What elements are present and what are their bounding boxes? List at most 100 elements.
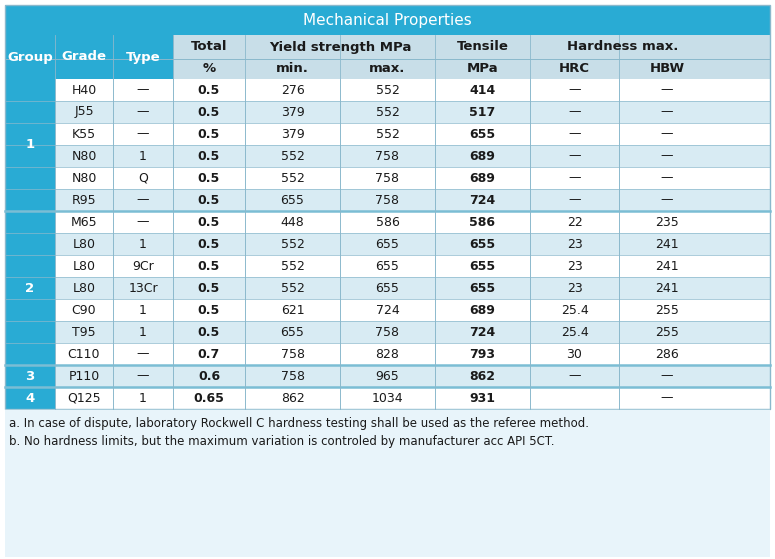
Text: 0.5: 0.5 (198, 106, 220, 119)
Text: 414: 414 (470, 83, 496, 97)
Text: 23: 23 (567, 282, 582, 295)
Text: 758: 758 (376, 172, 399, 184)
Text: 655: 655 (281, 193, 305, 206)
Text: R95: R95 (71, 193, 96, 206)
Text: —: — (568, 369, 580, 382)
Text: —: — (136, 369, 150, 382)
Text: 1: 1 (139, 238, 147, 250)
Bar (55, 145, 770, 167)
Bar (55, 387, 770, 409)
Text: 689: 689 (470, 304, 495, 316)
Text: H40: H40 (71, 83, 97, 97)
Text: 0.5: 0.5 (198, 149, 220, 163)
Text: max.: max. (370, 63, 405, 75)
Text: 758: 758 (281, 369, 305, 382)
Text: L80: L80 (73, 259, 95, 272)
Text: —: — (136, 348, 150, 361)
Text: —: — (568, 172, 580, 184)
Text: —: — (136, 193, 150, 206)
Bar (173, 35, 770, 59)
Bar (5, 167, 770, 189)
Text: 4: 4 (26, 391, 35, 405)
Text: 23: 23 (567, 259, 582, 272)
Text: b. No hardness limits, but the maximum variation is controled by manufacturer ac: b. No hardness limits, but the maximum v… (9, 434, 554, 448)
Text: Q: Q (138, 172, 148, 184)
Text: —: — (661, 369, 673, 382)
Text: —: — (661, 193, 673, 206)
Text: %: % (202, 63, 215, 75)
Text: —: — (568, 106, 580, 119)
Text: 655: 655 (376, 282, 399, 295)
Bar (5, 5, 770, 35)
Text: a. In case of dispute, laboratory Rockwell C hardness testing shall be used as t: a. In case of dispute, laboratory Rockwe… (9, 416, 589, 429)
Bar (55, 277, 770, 299)
Bar (5, 123, 770, 145)
Text: MPa: MPa (467, 63, 498, 75)
Text: 621: 621 (281, 304, 305, 316)
Text: 758: 758 (376, 325, 399, 339)
Bar (5, 35, 173, 79)
Text: 235: 235 (655, 216, 679, 229)
Text: —: — (661, 83, 673, 97)
Text: 1: 1 (139, 325, 147, 339)
Text: 0.5: 0.5 (198, 193, 220, 206)
Text: 25.4: 25.4 (560, 325, 588, 339)
Text: 0.5: 0.5 (198, 238, 220, 250)
Bar (55, 167, 770, 189)
Text: 0.5: 0.5 (198, 259, 220, 272)
Text: 0.7: 0.7 (198, 348, 220, 361)
Text: 276: 276 (281, 83, 305, 97)
Text: —: — (136, 216, 150, 229)
Text: 241: 241 (655, 259, 679, 272)
Text: 0.65: 0.65 (194, 391, 225, 405)
Text: Grade: Grade (61, 50, 106, 64)
Text: 655: 655 (376, 259, 399, 272)
Text: 862: 862 (281, 391, 305, 405)
Text: min.: min. (276, 63, 309, 75)
Bar (55, 321, 770, 343)
Text: 965: 965 (376, 369, 399, 382)
Bar (5, 321, 770, 343)
Bar (55, 79, 770, 101)
Bar (5, 409, 770, 557)
Text: 793: 793 (470, 348, 495, 361)
Text: —: — (568, 83, 580, 97)
Text: 0.5: 0.5 (198, 83, 220, 97)
Text: 379: 379 (281, 127, 305, 140)
Bar (55, 211, 770, 233)
Text: 724: 724 (470, 193, 496, 206)
Text: 552: 552 (376, 83, 399, 97)
Text: 255: 255 (655, 325, 679, 339)
Bar (5, 101, 770, 123)
Text: J55: J55 (74, 106, 94, 119)
Bar (55, 233, 770, 255)
Text: N80: N80 (71, 149, 97, 163)
Bar (5, 5, 770, 409)
Text: 552: 552 (281, 238, 305, 250)
Text: 1: 1 (139, 304, 147, 316)
Text: C110: C110 (67, 348, 100, 361)
Text: 655: 655 (470, 238, 495, 250)
Bar (55, 255, 770, 277)
Text: 0.5: 0.5 (198, 172, 220, 184)
Text: Mechanical Properties: Mechanical Properties (303, 12, 472, 27)
Text: 0.5: 0.5 (198, 127, 220, 140)
Text: 0.5: 0.5 (198, 282, 220, 295)
Bar (5, 145, 770, 167)
Text: 724: 724 (470, 325, 496, 339)
Text: K55: K55 (72, 127, 96, 140)
Text: —: — (661, 391, 673, 405)
Text: 0.6: 0.6 (198, 369, 220, 382)
Bar (55, 123, 770, 145)
Text: L80: L80 (73, 282, 95, 295)
Text: 552: 552 (281, 282, 305, 295)
Text: Type: Type (126, 50, 160, 64)
Text: 2: 2 (26, 282, 35, 295)
Bar (5, 79, 770, 101)
Text: C90: C90 (71, 304, 96, 316)
Text: 9Cr: 9Cr (132, 259, 154, 272)
Text: 1: 1 (139, 149, 147, 163)
Text: 828: 828 (376, 348, 399, 361)
Text: 655: 655 (470, 282, 495, 295)
Text: 552: 552 (376, 127, 399, 140)
